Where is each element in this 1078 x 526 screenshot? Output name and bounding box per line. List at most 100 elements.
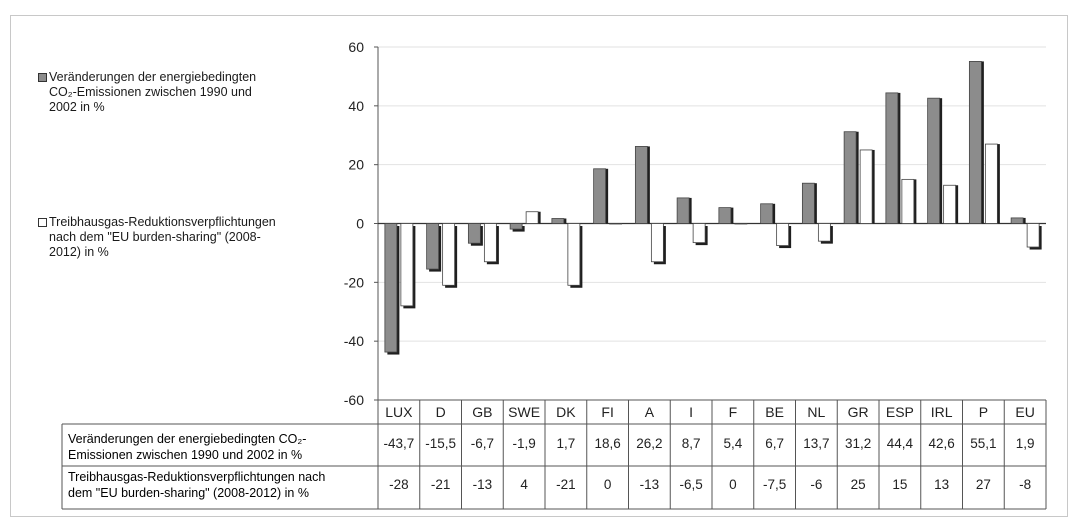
category-label: GB <box>472 404 492 420</box>
bar-co2 <box>968 61 982 224</box>
table-cell-burden: 15 <box>892 477 907 492</box>
table-cell-burden: -21 <box>556 477 576 492</box>
legend-burden-line-3: 2012) in % <box>49 245 109 259</box>
table-cell-burden: 0 <box>604 477 612 492</box>
table-cell-burden: -8 <box>1019 477 1031 492</box>
bar-burden <box>400 223 414 307</box>
data-table: Veränderungen der energiebedingten CO₂- … <box>61 399 1047 510</box>
table-cell-burden: -13 <box>473 477 493 492</box>
legend-burden-line-1: Treibhausgas-Reduktionsverpflichtungen <box>49 215 276 229</box>
table-cell-co2: 18,6 <box>594 436 620 451</box>
legend-co2-line-1: Veränderungen der energiebedingten <box>49 70 257 84</box>
table-cell-co2: 6,7 <box>765 436 784 451</box>
bar-co2 <box>551 218 565 224</box>
table-cell-co2: -6,7 <box>471 436 494 451</box>
bar-burden <box>984 143 998 224</box>
category-label: DK <box>556 404 576 420</box>
bar-burden <box>901 178 915 224</box>
category-label: EU <box>1015 404 1034 420</box>
legend-co2-line-3: 2002 in % <box>49 100 105 114</box>
bar-co2 <box>760 203 774 224</box>
bar-co2 <box>801 182 815 224</box>
table-cell-burden: -6 <box>810 477 822 492</box>
table-cell-co2: 26,2 <box>636 436 662 451</box>
table-row2-label-line2: dem "EU burden-sharing" (2008-2012) in % <box>68 486 309 500</box>
table-cell-co2: -15,5 <box>425 436 456 451</box>
category-label: IRL <box>931 404 953 420</box>
category-label: ESP <box>886 404 914 420</box>
table-cell-burden: -6,5 <box>679 477 702 492</box>
table-cell-co2: -43,7 <box>383 436 414 451</box>
table-cell-burden: 4 <box>520 477 528 492</box>
y-tick-label: 0 <box>356 216 364 232</box>
bar-burden <box>817 223 831 242</box>
bar-burden <box>483 223 497 263</box>
legend-label-co2: Veränderungen der energiebedingten CO₂-E… <box>49 70 319 115</box>
bar-co2 <box>843 131 857 224</box>
legend-co2-line-2: CO₂-Emissionen zwischen 1990 und <box>49 85 252 99</box>
bar-co2 <box>426 223 440 270</box>
bar-burden <box>943 184 957 224</box>
table-cell-co2: 1,7 <box>556 436 575 451</box>
category-label: SWE <box>508 404 540 420</box>
table-cell-co2: 1,9 <box>1016 436 1035 451</box>
category-label: GR <box>848 404 869 420</box>
category-label: NL <box>807 404 825 420</box>
table-cell-co2: 13,7 <box>803 436 829 451</box>
bar-co2 <box>885 92 899 224</box>
table-cell-co2: 8,7 <box>682 436 701 451</box>
bar-burden <box>692 223 706 244</box>
bar-co2 <box>676 197 690 224</box>
table-cell-co2: 31,2 <box>845 436 871 451</box>
bar-burden <box>776 223 790 246</box>
category-label: P <box>979 404 988 420</box>
legend-swatch-co2 <box>38 73 47 82</box>
bar-co2 <box>718 207 732 224</box>
bar-co2 <box>927 97 941 224</box>
table-cell-co2: 5,4 <box>723 436 742 451</box>
category-label: FI <box>601 404 613 420</box>
y-tick-label: 40 <box>348 98 364 114</box>
bar-burden <box>1026 223 1040 248</box>
bar-co2 <box>593 168 607 224</box>
bar-co2 <box>1010 217 1024 224</box>
bar-burden <box>567 223 581 286</box>
bar-burden <box>650 223 664 263</box>
bar-co2 <box>384 223 398 353</box>
table-cell-burden: -13 <box>640 477 660 492</box>
table-cell-burden: -21 <box>431 477 451 492</box>
bar-burden <box>525 211 539 224</box>
table-row1-label-line1: Veränderungen der energiebedingten CO₂- <box>68 432 306 446</box>
table-cell-burden: 25 <box>851 477 866 492</box>
bar-burden <box>859 149 873 224</box>
table-cell-co2: 42,6 <box>928 436 954 451</box>
table-cell-co2: 55,1 <box>970 436 996 451</box>
bar-burden <box>609 223 623 225</box>
table-cell-burden: 13 <box>934 477 949 492</box>
legend-burden-line-2: nach dem "EU burden-sharing" (2008- <box>49 230 261 244</box>
table-cell-burden: 27 <box>976 477 991 492</box>
y-tick-label: -20 <box>344 274 364 290</box>
legend-swatch-burden <box>38 218 47 227</box>
bars <box>384 61 1042 355</box>
chart-frame <box>10 15 1068 517</box>
table-cell-co2: -1,9 <box>512 436 535 451</box>
category-label: BE <box>765 404 784 420</box>
y-tick-label: 20 <box>348 157 364 173</box>
bar-co2 <box>467 223 481 244</box>
bar-co2 <box>509 223 523 230</box>
y-tick-label: 60 <box>348 39 364 55</box>
legend-label-burden: Treibhausgas-Reduktionsverpflichtungen n… <box>49 215 337 260</box>
category-label: I <box>689 404 693 420</box>
bar-burden <box>442 223 456 286</box>
table-cell-co2: 44,4 <box>887 436 914 451</box>
category-label: D <box>436 404 446 420</box>
table-cell-burden: -7,5 <box>763 477 786 492</box>
y-tick-label: -60 <box>344 392 364 408</box>
bar-co2 <box>634 146 648 224</box>
category-label: LUX <box>385 404 413 420</box>
category-label: A <box>645 404 655 420</box>
table-cell-burden: 0 <box>729 477 737 492</box>
category-label: F <box>729 404 738 420</box>
